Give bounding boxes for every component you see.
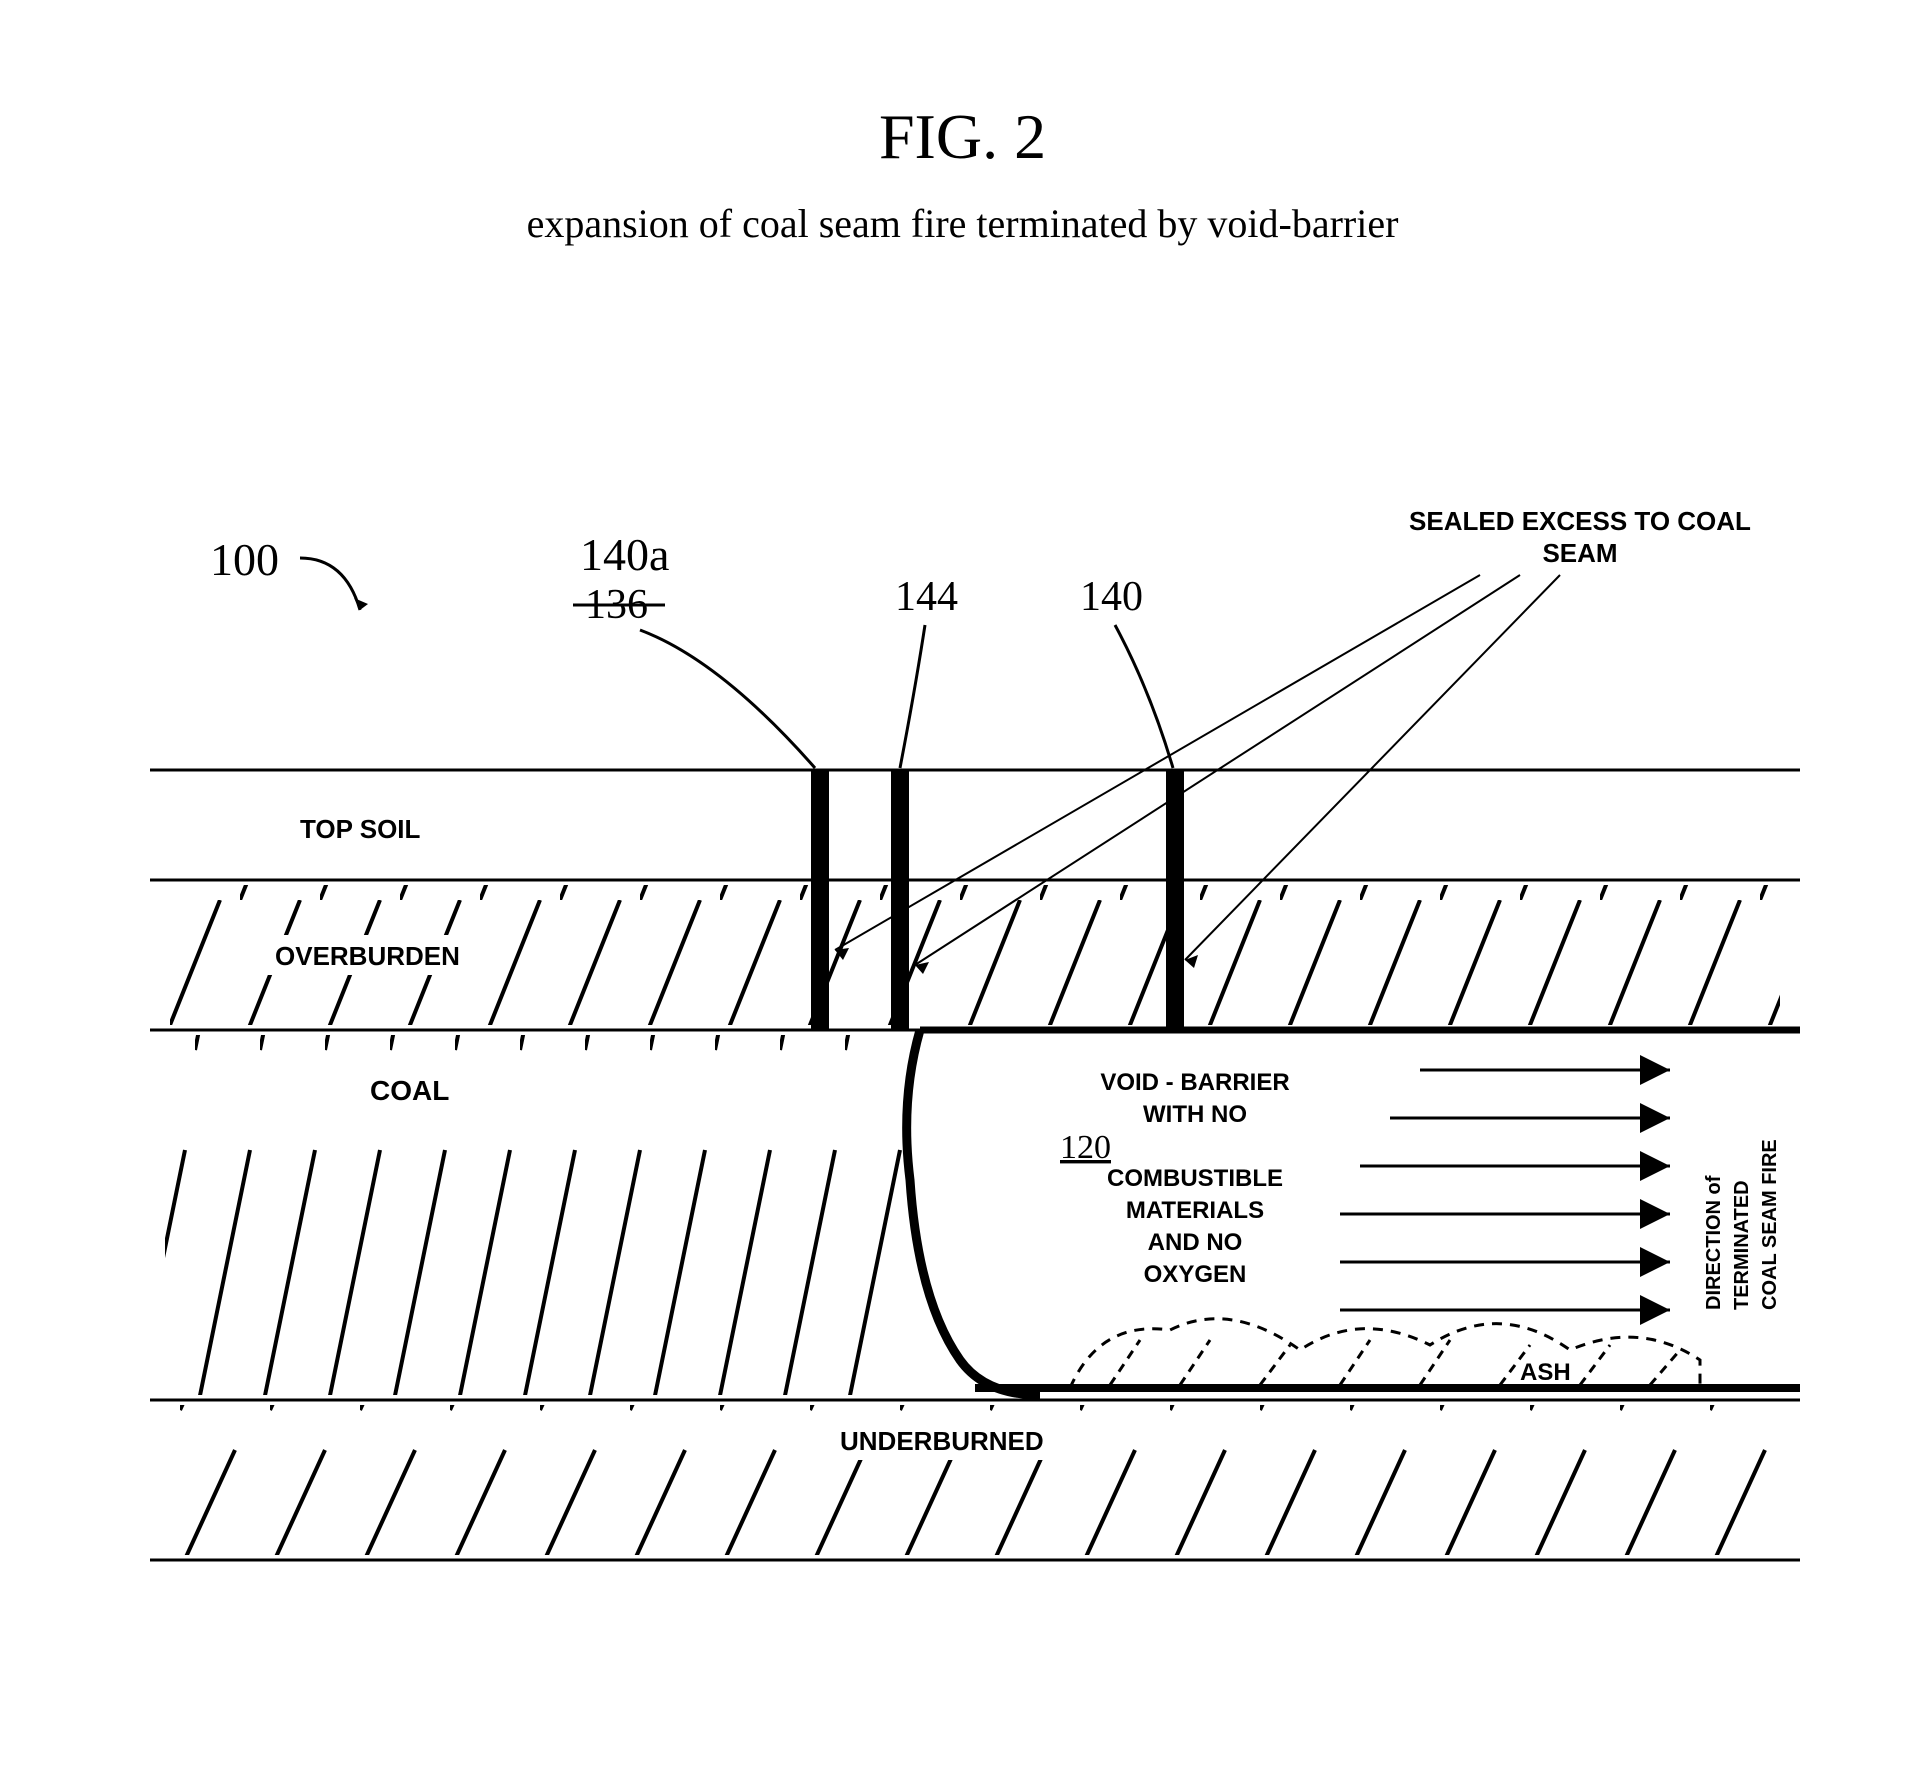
- label-ash: ASH: [1520, 1359, 1571, 1386]
- figure-page: FIG. 2 expansion of coal seam fire termi…: [0, 0, 1925, 1769]
- leader-140: [1115, 625, 1173, 768]
- well-140: [1166, 770, 1184, 1030]
- ref-100: 100: [210, 534, 279, 585]
- void-line3: COMBUSTIBLE: [1107, 1165, 1283, 1192]
- ref-140a: 140a: [580, 529, 669, 580]
- void-line6: OXYGEN: [1144, 1261, 1247, 1288]
- well-144: [891, 770, 909, 1030]
- leader-100: [300, 558, 360, 610]
- ref-120: 120: [1060, 1129, 1111, 1166]
- label-sealed-line1: SEALED EXCESS TO COAL: [1409, 506, 1751, 536]
- vtext-coalseamfire: COAL SEAM FIRE: [1759, 1139, 1781, 1310]
- diagram-svg: TOP SOIL OVERBURDEN COAL UNDERBURNED VOI…: [0, 0, 1925, 1769]
- ash-hatch: [1110, 1340, 1680, 1385]
- label-overburden: OVERBURDEN: [275, 941, 460, 971]
- leader-144: [900, 625, 925, 768]
- label-sealed-line2: SEAM: [1542, 538, 1617, 568]
- well-140a: [811, 770, 829, 1030]
- label-underburned: UNDERBURNED: [840, 1426, 1044, 1456]
- label-top-soil: TOP SOIL: [300, 814, 421, 844]
- ref-140: 140: [1080, 574, 1143, 620]
- label-coal: COAL: [370, 1075, 449, 1106]
- void-line5: AND NO: [1148, 1229, 1243, 1256]
- void-barrier-front: [907, 1030, 1040, 1395]
- direction-arrows: [1340, 1070, 1670, 1310]
- ref-144: 144: [895, 574, 958, 620]
- void-line4: MATERIALS: [1126, 1197, 1264, 1224]
- void-line1: VOID - BARRIER: [1100, 1069, 1289, 1096]
- coal-hatch: [165, 1035, 905, 1395]
- leader-140a: [640, 630, 815, 768]
- leader-100-arrow: [354, 598, 368, 610]
- void-line2: WITH NO: [1143, 1101, 1247, 1128]
- vtext-direction: DIRECTION of: [1703, 1175, 1725, 1310]
- vtext-terminated: TERMINATED: [1731, 1180, 1753, 1310]
